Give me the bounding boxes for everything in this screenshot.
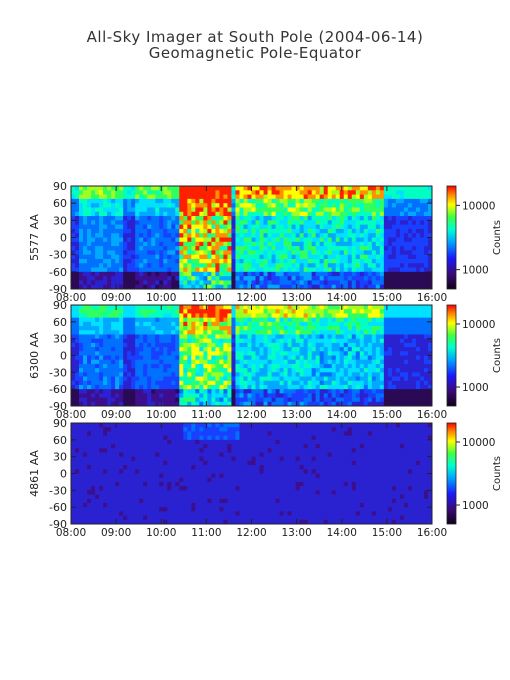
x-tick-label: 16:00 <box>417 409 447 421</box>
colorbar <box>446 422 457 525</box>
colorbar-tick-label: 1000 <box>462 265 489 277</box>
colorbar-label: Counts <box>492 220 503 255</box>
x-tick-label: 14:00 <box>327 292 357 304</box>
x-tick-label: 13:00 <box>281 409 311 421</box>
y-tick-label: -30 <box>49 249 67 262</box>
y-tick-label: 60 <box>53 316 67 329</box>
y-tick-label: 0 <box>60 468 67 481</box>
y-tick-label: -30 <box>49 366 67 379</box>
y-tick-label: -60 <box>49 266 67 279</box>
colorbar-tick-label: 10000 <box>462 319 495 331</box>
y-tick-label: 30 <box>53 451 67 464</box>
x-tick-label: 08:00 <box>56 409 86 421</box>
y-tick-label: 0 <box>60 350 67 363</box>
y-tick-label: -90 <box>49 518 67 531</box>
x-tick-label: 15:00 <box>372 409 402 421</box>
y-tick-label: 0 <box>60 232 67 245</box>
y-tick-label: 60 <box>53 434 67 447</box>
x-tick-label: 14:00 <box>327 409 357 421</box>
x-tick-label: 11:00 <box>191 292 221 304</box>
y-tick-label: 60 <box>53 197 67 210</box>
x-tick-label: 12:00 <box>236 292 266 304</box>
chart-subtitle: Geomagnetic Pole-Equator <box>148 44 362 62</box>
chart-title: All-Sky Imager at South Pole (2004-06-14… <box>86 28 424 46</box>
y-tick-label: -60 <box>49 383 67 396</box>
y-tick-label: 30 <box>53 214 67 227</box>
colorbar-label: Counts <box>492 456 503 491</box>
x-tick-label: 10:00 <box>146 409 176 421</box>
colorbar-tick-label: 10000 <box>462 437 495 449</box>
y-tick-label: 90 <box>53 180 67 193</box>
colorbar-tick-label: 10000 <box>462 200 495 212</box>
y-tick-label: 30 <box>53 333 67 346</box>
y-tick-label: 90 <box>53 417 67 430</box>
x-tick-label: 16:00 <box>417 527 447 539</box>
y-axis-label: 5577 AA <box>28 214 41 261</box>
y-tick-label: -30 <box>49 484 67 497</box>
x-tick-label: 08:00 <box>56 527 86 539</box>
y-tick-label: -60 <box>49 501 67 514</box>
x-tick-label: 10:00 <box>146 527 176 539</box>
colorbar-label: Counts <box>492 338 503 373</box>
x-tick-label: 16:00 <box>417 292 447 304</box>
x-tick-label: 09:00 <box>101 292 131 304</box>
colorbar <box>446 304 457 407</box>
x-tick-label: 09:00 <box>101 409 131 421</box>
x-tick-label: 14:00 <box>327 527 357 539</box>
x-tick-label: 12:00 <box>236 527 266 539</box>
colorbar-tick-label: 1000 <box>462 500 489 512</box>
y-tick-label: -90 <box>49 400 67 413</box>
x-tick-label: 10:00 <box>146 292 176 304</box>
x-tick-label: 13:00 <box>281 527 311 539</box>
x-tick-label: 12:00 <box>236 409 266 421</box>
y-tick-label: 90 <box>53 299 67 312</box>
x-tick-label: 08:00 <box>56 292 86 304</box>
x-tick-label: 09:00 <box>101 527 131 539</box>
colorbar-tick-label: 1000 <box>462 382 489 394</box>
y-axis-label: 6300 AA <box>28 332 41 379</box>
x-tick-label: 15:00 <box>372 292 402 304</box>
y-axis-label: 4861 AA <box>28 450 41 497</box>
x-tick-label: 13:00 <box>281 292 311 304</box>
colorbar <box>446 185 457 290</box>
x-tick-label: 11:00 <box>191 409 221 421</box>
x-tick-label: 11:00 <box>191 527 221 539</box>
x-tick-label: 15:00 <box>372 527 402 539</box>
y-tick-label: -90 <box>49 283 67 296</box>
